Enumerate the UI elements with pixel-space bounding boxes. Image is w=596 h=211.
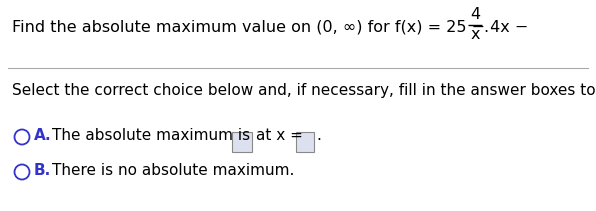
FancyBboxPatch shape xyxy=(296,132,314,152)
Text: The absolute maximum is: The absolute maximum is xyxy=(52,128,250,143)
Text: x: x xyxy=(470,27,480,42)
Text: B.: B. xyxy=(34,163,51,178)
Text: Find the absolute maximum value on (0, ∞) for f(x) = 25 − 4x −: Find the absolute maximum value on (0, ∞… xyxy=(12,20,528,35)
Text: 4: 4 xyxy=(470,7,480,22)
Text: .: . xyxy=(316,128,321,143)
Text: Select the correct choice below and, if necessary, fill in the answer boxes to c: Select the correct choice below and, if … xyxy=(12,83,596,98)
Text: at x =: at x = xyxy=(256,128,303,143)
Text: There is no absolute maximum.: There is no absolute maximum. xyxy=(52,163,294,178)
FancyBboxPatch shape xyxy=(232,132,252,152)
Text: A.: A. xyxy=(34,128,52,143)
Text: .: . xyxy=(483,20,488,35)
